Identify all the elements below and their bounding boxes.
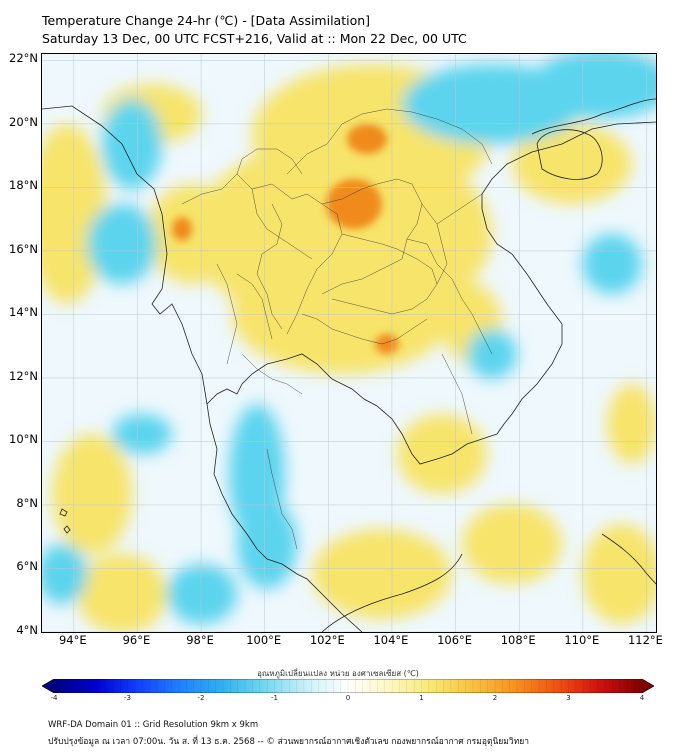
lat-label: 6°N — [16, 559, 38, 574]
lat-label: 4°N — [16, 623, 38, 637]
map-title: Temperature Change 24-hr (℃) - [Data Ass… — [42, 12, 467, 48]
lat-label: 14°N — [9, 305, 38, 320]
lon-label: 110°E — [564, 633, 600, 647]
colorbar-tick: 2 — [492, 694, 498, 702]
colorbar-min-extend — [42, 679, 54, 693]
colorbar-tick: 0 — [345, 694, 351, 702]
colorbar-tick: -3 — [124, 694, 131, 702]
lon-label: 100°E — [246, 633, 282, 647]
lon-label: 98°E — [186, 633, 214, 647]
colorbar-tick: 1 — [419, 694, 424, 702]
title-line-2: Saturday 13 Dec, 00 UTC FCST+216, Valid … — [42, 31, 467, 46]
colorbar-title: อุณหภูมิเปลี่ยนแปลง หน่วย องศาเซลเซียส (… — [257, 669, 419, 678]
title-line-1: Temperature Change 24-hr (℃) - [Data Ass… — [42, 13, 371, 28]
lat-label: 22°N — [9, 51, 38, 66]
colorbar-gradient — [54, 679, 642, 693]
lat-label: 20°N — [9, 114, 38, 129]
colorbar — [41, 678, 655, 697]
colorbar-scale — [41, 678, 655, 694]
coastlines — [42, 98, 656, 632]
lon-label: 112°E — [627, 633, 663, 647]
lat-label: 10°N — [9, 432, 38, 447]
temperature-field — [42, 54, 656, 632]
lon-label: 96°E — [122, 633, 151, 647]
map-panel — [41, 53, 657, 633]
colorbar-tick: -2 — [197, 694, 205, 702]
colorbar-max-extend — [642, 679, 654, 693]
lat-label: 18°N — [9, 178, 38, 193]
province-borders — [181, 108, 493, 550]
lon-label: 108°E — [500, 633, 536, 647]
footer-line-1: WRF-DA Domain 01 :: Grid Resolution 9km … — [48, 720, 259, 730]
lat-label: 12°N — [9, 368, 38, 383]
lat-label: 8°N — [16, 495, 38, 510]
temperature-change-map — [42, 54, 656, 632]
colorbar-tick: 3 — [566, 694, 571, 702]
lon-label: 106°E — [437, 633, 473, 647]
lon-label: 94°E — [58, 633, 87, 647]
colorbar-tick: 4 — [639, 694, 645, 702]
colorbar-tick: -4 — [50, 694, 58, 702]
colorbar-tick: -1 — [271, 694, 278, 702]
footer-line-2: ปรับปรุงข้อมูล ณ เวลา 07:00น. วัน ส. ที่… — [48, 737, 529, 747]
hot-spot — [172, 124, 399, 354]
graticule — [42, 54, 656, 632]
lat-label: 16°N — [9, 241, 38, 256]
lon-label: 102°E — [309, 633, 345, 647]
lon-label: 104°E — [373, 633, 409, 647]
